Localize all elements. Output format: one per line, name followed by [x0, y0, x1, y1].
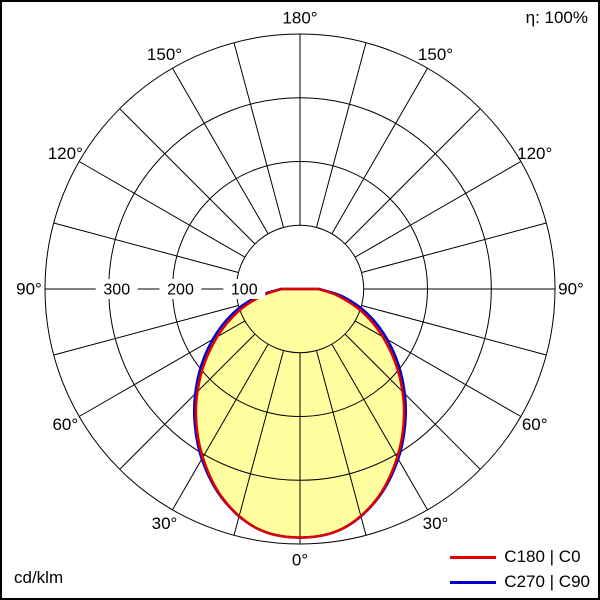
- angle-label: 30°: [423, 514, 449, 533]
- grid-spoke: [331, 343, 428, 511]
- angle-label: 30°: [152, 514, 178, 533]
- grid-spoke: [172, 67, 269, 235]
- legend-label-c270-c90: C270 | C90: [504, 572, 590, 591]
- grid-spoke: [354, 161, 522, 258]
- angle-label: 120°: [48, 144, 83, 163]
- grid-spoke: [344, 333, 481, 470]
- ring-label-bg: [95, 279, 138, 299]
- grid-spoke: [53, 222, 239, 273]
- legend-item-c270-c90: C270 | C90: [450, 572, 590, 592]
- efficiency-label: η: 100%: [525, 8, 588, 27]
- ring-tick-label: 200: [167, 282, 194, 299]
- grid-spoke: [331, 67, 428, 235]
- angle-label: 150°: [147, 45, 182, 64]
- legend: C180 | C0 C270 | C90: [450, 547, 590, 592]
- grid-spoke: [316, 350, 367, 536]
- angle-label: 120°: [517, 144, 552, 163]
- grid-spoke: [119, 333, 256, 470]
- grid-spoke: [172, 343, 269, 511]
- curve-c180-c0: [194, 287, 406, 539]
- legend-line-c180-c0-icon: [450, 555, 497, 559]
- angle-label: 60°: [52, 415, 78, 434]
- angle-label: 150°: [418, 45, 453, 64]
- legend-line-c270-c90-icon: [450, 580, 497, 584]
- angle-label: 90°: [16, 280, 42, 299]
- angle-label: 60°: [522, 415, 548, 434]
- grid-spoke: [233, 350, 284, 536]
- grid-spoke: [233, 42, 284, 228]
- legend-label-c180-c0: C180 | C0: [504, 547, 581, 566]
- units-label: cd/klm: [14, 568, 64, 587]
- grid-spoke: [78, 161, 246, 258]
- angle-label: 0°: [292, 551, 308, 570]
- grid-spoke: [119, 108, 256, 245]
- ring-label-bg: [159, 279, 202, 299]
- grid-spoke: [53, 305, 239, 356]
- grid-spoke: [361, 305, 547, 356]
- grid-spoke: [361, 222, 547, 273]
- ring-tick-label: 100: [231, 282, 258, 299]
- grid-spoke: [344, 108, 481, 245]
- angle-label: 90°: [558, 280, 584, 299]
- angle-label: 180°: [282, 9, 317, 28]
- legend-item-c180-c0: C180 | C0: [450, 547, 581, 567]
- ring-tick-label: 300: [103, 282, 130, 299]
- grid-spoke: [316, 42, 367, 228]
- ring-label-bg: [223, 279, 266, 299]
